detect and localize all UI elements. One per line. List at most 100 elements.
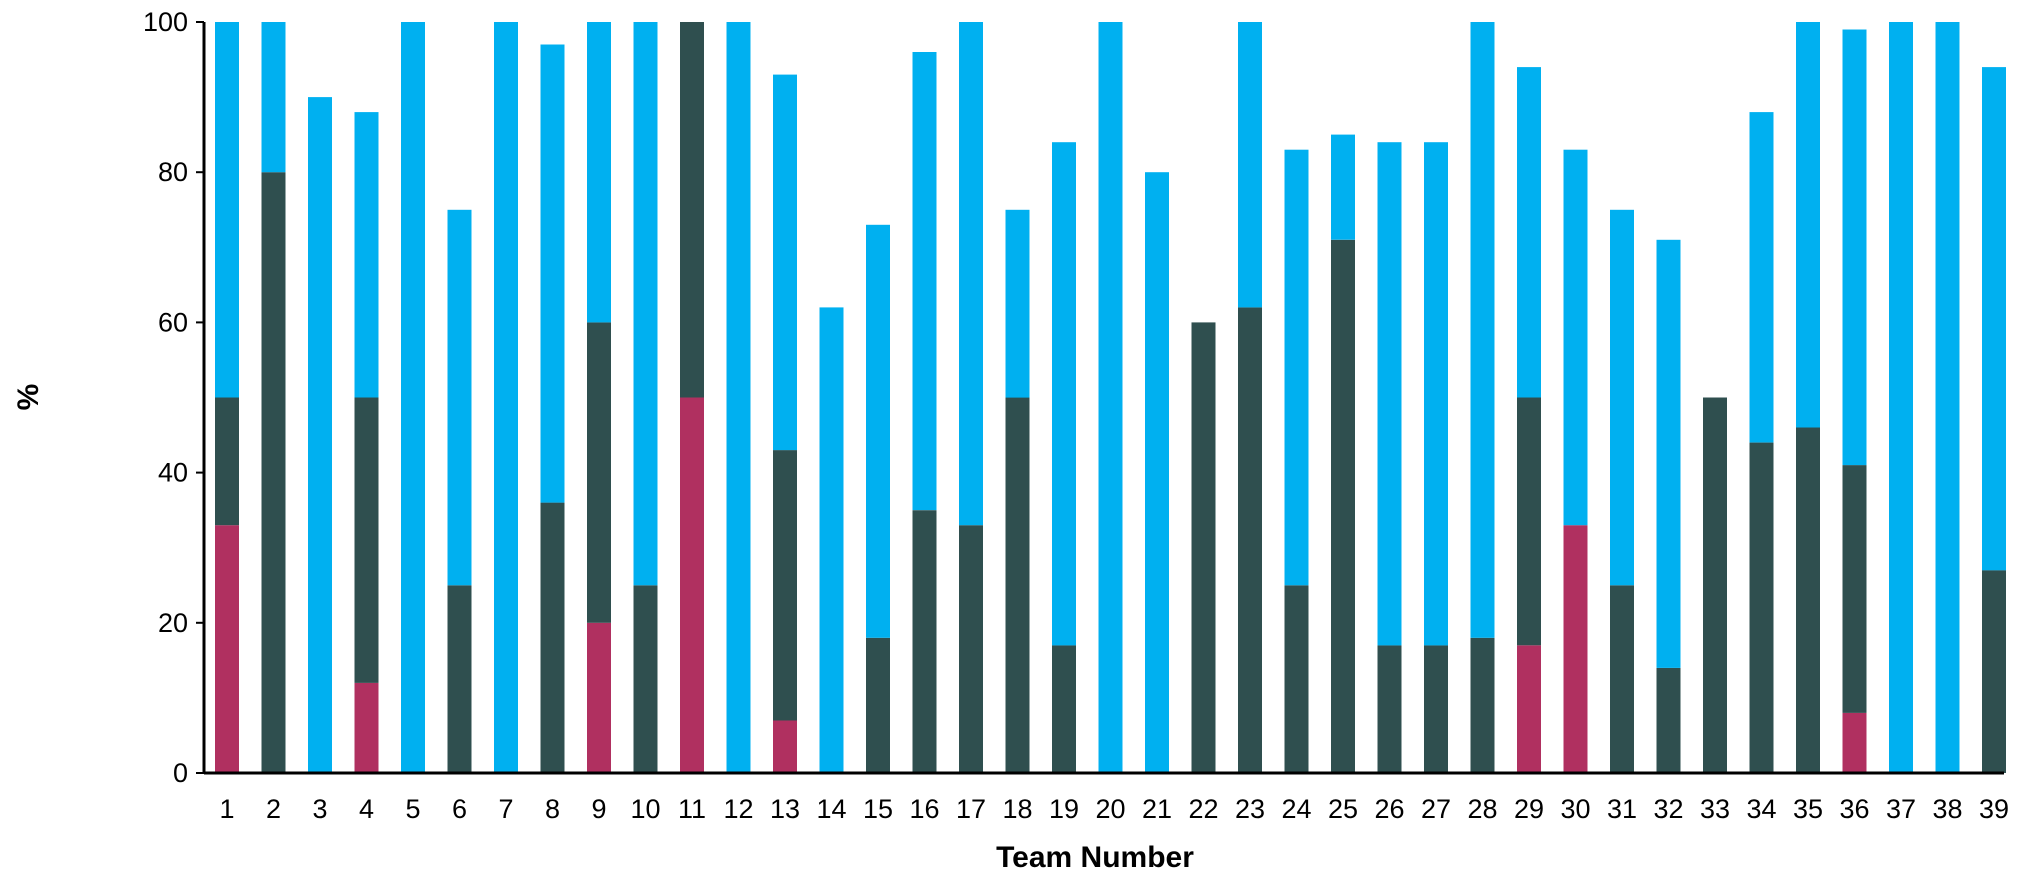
bar-segment-team-23-series-3 (1238, 22, 1262, 308)
bar-segment-team-31-series-2 (1610, 585, 1634, 774)
x-tick-label: 16 (909, 794, 939, 824)
x-tick-label: 21 (1142, 794, 1172, 824)
x-tick-label: 34 (1746, 794, 1776, 824)
bar-segment-team-16-series-2 (912, 510, 937, 773)
bar-segment-team-18-series-3 (1005, 209, 1030, 398)
bar-segment-team-1-series-3 (215, 22, 239, 398)
bar-segment-team-6-series-2 (447, 585, 472, 774)
x-tick-label: 17 (956, 794, 986, 824)
x-tick-label: 26 (1374, 794, 1404, 824)
bar-segment-team-17-series-3 (959, 22, 983, 526)
y-tick-label: 0 (173, 758, 188, 788)
x-tick-label: 39 (1979, 794, 2009, 824)
bar-segment-team-35-series-3 (1796, 22, 1820, 428)
bar-segment-team-4-series-1 (354, 682, 379, 773)
bar-segment-team-19-series-2 (1052, 645, 1076, 773)
bar-segment-team-24-series-3 (1284, 149, 1309, 586)
x-tick-label: 18 (1002, 794, 1032, 824)
bar-segment-team-17-series-2 (959, 525, 983, 773)
y-tick-label: 100 (143, 7, 188, 37)
bar-segment-team-39-series-3 (1982, 67, 2006, 571)
x-tick-label: 30 (1560, 794, 1590, 824)
bar-segment-team-5-series-3 (401, 22, 425, 773)
x-tick-label: 10 (630, 794, 660, 824)
bar-segment-team-25-series-3 (1331, 134, 1355, 240)
bar-segment-team-11-series-1 (680, 397, 704, 773)
bar-segment-team-32-series-2 (1656, 667, 1681, 773)
bar-segment-team-4-series-3 (354, 112, 379, 398)
x-tick-label: 36 (1839, 794, 1869, 824)
x-tick-label: 29 (1514, 794, 1544, 824)
x-tick-label: 1 (219, 794, 234, 824)
bar-segment-team-8-series-3 (540, 44, 565, 503)
x-tick-label: 7 (498, 794, 513, 824)
x-tick-label: 8 (545, 794, 560, 824)
bar-segment-team-23-series-2 (1238, 307, 1262, 773)
y-tick-label: 80 (158, 157, 188, 187)
bar-segment-team-9-series-2 (587, 322, 611, 623)
bar-segment-team-8-series-2 (540, 502, 565, 773)
x-tick-label: 15 (863, 794, 893, 824)
bar-segment-team-12-series-3 (726, 22, 751, 773)
bar-segment-team-34-series-2 (1749, 442, 1774, 773)
bar-segment-team-28-series-3 (1470, 22, 1495, 638)
bar-segment-team-7-series-3 (494, 22, 518, 773)
bar-segment-team-27-series-3 (1424, 142, 1448, 646)
bar-segment-team-13-series-3 (773, 74, 797, 451)
bar-segment-team-32-series-3 (1656, 239, 1681, 668)
bar-segment-team-31-series-3 (1610, 209, 1634, 586)
bar-segment-team-34-series-3 (1749, 112, 1774, 443)
bar-segment-team-11-series-2 (680, 22, 704, 398)
bar-segment-team-2-series-2 (261, 172, 286, 773)
bar-segment-team-2-series-3 (261, 22, 286, 173)
x-tick-label: 31 (1607, 794, 1637, 824)
bar-segment-team-21-series-3 (1145, 172, 1169, 773)
x-tick-label: 35 (1793, 794, 1823, 824)
x-tick-label: 14 (816, 794, 846, 824)
y-tick-label: 40 (158, 458, 188, 488)
bar-segment-team-38-series-3 (1935, 22, 1960, 773)
x-tick-label: 38 (1932, 794, 1962, 824)
bar-segment-team-26-series-3 (1377, 142, 1402, 646)
x-tick-label: 24 (1281, 794, 1311, 824)
bar-segment-team-29-series-1 (1517, 645, 1541, 773)
bar-segment-team-18-series-2 (1005, 397, 1030, 773)
bar-segment-team-27-series-2 (1424, 645, 1448, 773)
x-tick-label: 13 (770, 794, 800, 824)
x-tick-label: 5 (405, 794, 420, 824)
bar-segment-team-1-series-2 (215, 397, 239, 526)
bar-segment-team-26-series-2 (1377, 645, 1402, 773)
bar-segment-team-6-series-3 (447, 209, 472, 586)
x-tick-label: 23 (1235, 794, 1265, 824)
bar-segment-team-25-series-2 (1331, 239, 1355, 774)
x-tick-label: 12 (723, 794, 753, 824)
bar-segment-team-33-series-2 (1703, 397, 1727, 773)
x-tick-label: 20 (1095, 794, 1125, 824)
bar-segment-team-14-series-3 (819, 307, 844, 773)
bar-segment-team-4-series-2 (354, 397, 379, 683)
bar-segment-team-9-series-3 (587, 22, 611, 323)
x-tick-label: 22 (1188, 794, 1218, 824)
x-tick-label: 32 (1653, 794, 1683, 824)
bar-segment-team-15-series-3 (866, 224, 890, 638)
bar-segment-team-39-series-2 (1982, 570, 2006, 773)
y-axis-ticks: 0 20 40 60 80 100 (143, 7, 204, 788)
bars-group (215, 22, 2006, 774)
bar-segment-team-28-series-2 (1470, 637, 1495, 773)
bar-segment-team-36-series-1 (1842, 712, 1867, 773)
x-axis-title: Team Number (996, 841, 1194, 874)
x-tick-label: 4 (359, 794, 374, 824)
bar-segment-team-29-series-2 (1517, 397, 1541, 646)
bar-segment-team-24-series-2 (1284, 585, 1309, 774)
bar-segment-team-10-series-3 (633, 22, 658, 586)
bar-segment-team-3-series-3 (308, 97, 332, 774)
x-tick-label: 11 (678, 794, 706, 824)
y-tick-label: 20 (158, 608, 188, 638)
bar-segment-team-19-series-3 (1052, 142, 1076, 646)
x-tick-label: 33 (1700, 794, 1730, 824)
bar-segment-team-36-series-2 (1842, 465, 1867, 713)
y-tick-label: 60 (158, 307, 188, 337)
bar-segment-team-30-series-1 (1563, 525, 1588, 773)
bar-segment-team-35-series-2 (1796, 427, 1820, 773)
